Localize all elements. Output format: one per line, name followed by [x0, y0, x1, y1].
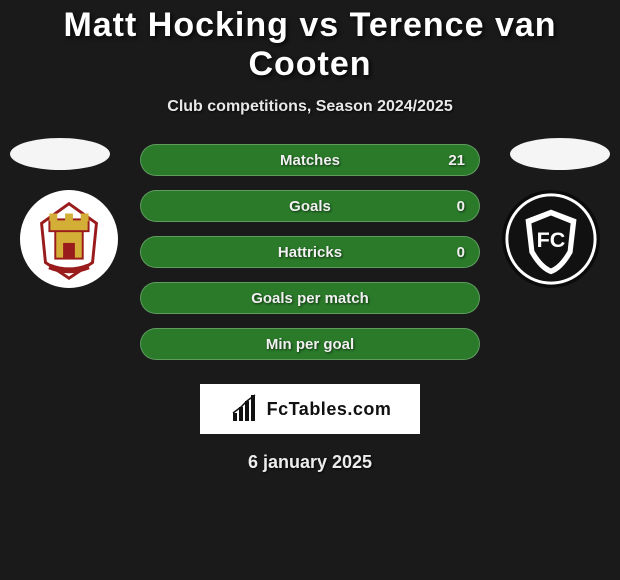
stat-label: Min per goal [266, 336, 354, 353]
season-subtitle: Club competitions, Season 2024/2025 [0, 98, 620, 116]
stat-value: 0 [457, 244, 465, 261]
stat-pill-hattricks: Hattricks 0 [140, 236, 480, 268]
stat-value: 0 [457, 198, 465, 215]
stat-label: Hattricks [278, 244, 342, 261]
bar-chart-icon [229, 393, 261, 425]
stat-pill-min-per-goal: Min per goal [140, 328, 480, 360]
stat-value: 21 [448, 152, 465, 169]
stevenage-crest-icon [20, 190, 118, 288]
stat-pills: Matches 21 Goals 0 Hattricks 0 Goals per… [140, 144, 480, 360]
stat-pill-goals: Goals 0 [140, 190, 480, 222]
stat-label: Matches [280, 152, 340, 169]
comparison-content: FC Matches 21 Goals 0 Hattricks 0 Goals … [0, 144, 620, 473]
svg-text:FC: FC [537, 227, 566, 252]
snapshot-date: 6 january 2025 [0, 452, 620, 473]
right-club-crest: FC [502, 190, 600, 288]
logo-text: FcTables.com [267, 399, 392, 420]
page-title: Matt Hocking vs Terence van Cooten [0, 0, 620, 84]
stat-pill-matches: Matches 21 [140, 144, 480, 176]
left-flag-placeholder [10, 138, 110, 170]
left-club-crest [20, 190, 118, 288]
right-flag-placeholder [510, 138, 610, 170]
stat-pill-goals-per-match: Goals per match [140, 282, 480, 314]
fctables-logo[interactable]: FcTables.com [200, 384, 420, 434]
stat-label: Goals [289, 198, 331, 215]
shield-crest-icon: FC [502, 190, 600, 288]
stat-label: Goals per match [251, 290, 369, 307]
